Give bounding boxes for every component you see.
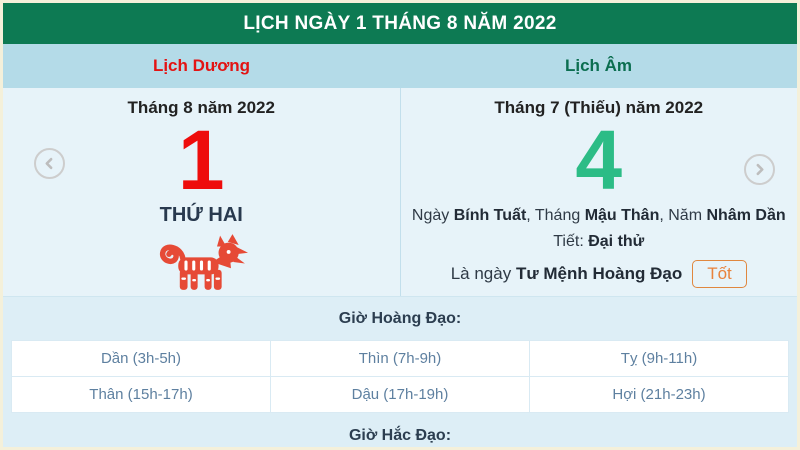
calendar-tabs: Lịch Dương Lịch Âm bbox=[3, 44, 797, 88]
hoang-dao-table: Dần (3h-5h) Thìn (7h-9h) Tỵ (9h-11h) Thâ… bbox=[11, 340, 789, 413]
day-quality-badge: Tốt bbox=[692, 260, 747, 288]
previous-day-button[interactable] bbox=[34, 148, 65, 179]
next-day-button[interactable] bbox=[744, 154, 775, 185]
tiet-value: Đại thử bbox=[588, 233, 645, 250]
hour-cell: Dậu (17h-19h) bbox=[270, 376, 530, 413]
hoang-dao-title: Giờ Hoàng Đạo: bbox=[338, 310, 462, 327]
zodiac-hours-section: Giờ Hoàng Đạo: Dần (3h-5h) Thìn (7h-9h) … bbox=[3, 297, 797, 445]
dog-papercut-icon bbox=[3, 231, 400, 298]
canchi-prefix-year: , Năm bbox=[659, 207, 707, 224]
solar-day-number: 1 bbox=[177, 113, 225, 207]
canchi-day: Bính Tuất bbox=[453, 207, 527, 224]
canchi-prefix-month: , Tháng bbox=[526, 207, 585, 224]
tab-lunar-calendar[interactable]: Lịch Âm bbox=[400, 44, 797, 88]
page-header: LỊCH NGÀY 1 THÁNG 8 NĂM 2022 bbox=[3, 3, 797, 44]
tab-solar-label: Lịch Dương bbox=[152, 56, 251, 75]
tiet-label: Tiết: bbox=[553, 233, 589, 250]
hour-cell: Hợi (21h-23h) bbox=[529, 376, 789, 413]
canchi-month: Mậu Thân bbox=[584, 207, 660, 224]
solar-panel: Tháng 8 năm 2022 1 THỨ HAI bbox=[3, 88, 401, 296]
canchi-prefix-day: Ngày bbox=[411, 207, 454, 224]
daytype-prefix: Là ngày bbox=[450, 264, 512, 283]
tab-lunar-label: Lịch Âm bbox=[564, 56, 633, 75]
tiet-line: Tiết: Đại thử bbox=[401, 233, 798, 251]
solar-month-title: Tháng 8 năm 2022 bbox=[127, 98, 275, 117]
lunar-panel: Tháng 7 (Thiếu) năm 2022 4 Ngày Bính Tuấ… bbox=[401, 88, 798, 296]
daytype-line: Là ngày Tư Mệnh Hoàng Đạo Tốt bbox=[401, 260, 798, 288]
table-row: Dần (3h-5h) Thìn (7h-9h) Tỵ (9h-11h) bbox=[11, 340, 789, 377]
calendar-panels: Tháng 8 năm 2022 1 THỨ HAI bbox=[3, 88, 797, 297]
daytype-value: Tư Mệnh Hoàng Đạo bbox=[515, 264, 683, 283]
chevron-left-icon bbox=[45, 157, 53, 170]
hour-cell: Dần (3h-5h) bbox=[11, 340, 271, 377]
solar-weekday: THỨ HAI bbox=[159, 204, 243, 226]
lunar-day-number: 4 bbox=[575, 113, 623, 207]
hour-cell: Thìn (7h-9h) bbox=[270, 340, 530, 377]
tab-solar-calendar[interactable]: Lịch Dương bbox=[3, 44, 400, 88]
hour-cell: Tỵ (9h-11h) bbox=[529, 340, 789, 377]
lunar-month-title: Tháng 7 (Thiếu) năm 2022 bbox=[494, 98, 704, 117]
hour-cell: Thân (15h-17h) bbox=[11, 376, 271, 413]
canchi-line: Ngày Bính Tuất, Tháng Mậu Thân, Năm Nhâm… bbox=[401, 207, 798, 225]
table-row: Thân (15h-17h) Dậu (17h-19h) Hợi (21h-23… bbox=[11, 376, 789, 413]
canchi-year: Nhâm Dần bbox=[706, 207, 786, 224]
page-title: LỊCH NGÀY 1 THÁNG 8 NĂM 2022 bbox=[243, 12, 557, 34]
hac-dao-title: Giờ Hắc Đạo: bbox=[348, 427, 452, 444]
chevron-right-icon bbox=[756, 163, 764, 176]
